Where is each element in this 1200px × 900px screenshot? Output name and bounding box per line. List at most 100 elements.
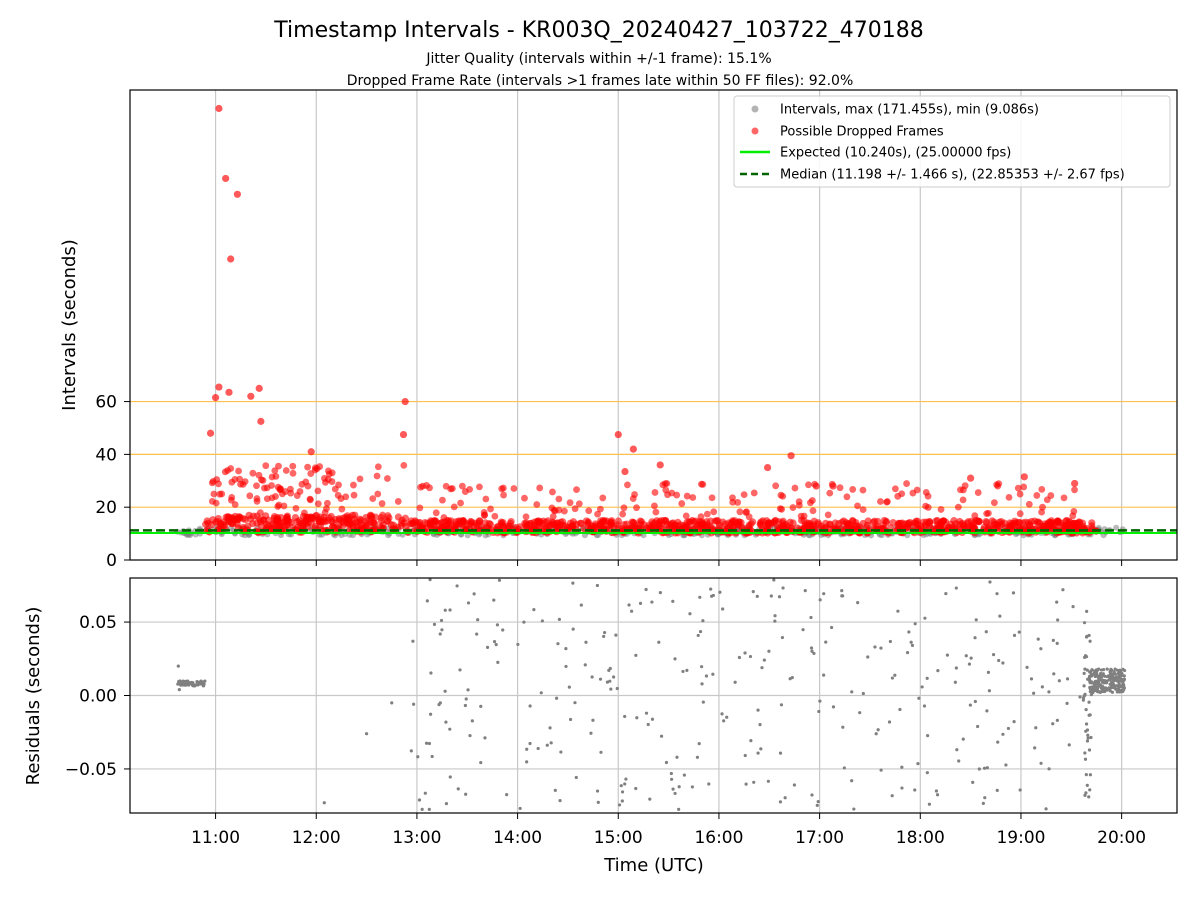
residual-point bbox=[677, 785, 681, 789]
dropped-frame-point bbox=[667, 522, 675, 531]
dropped-frame-point bbox=[571, 505, 579, 513]
intervals-plot-frame bbox=[129, 89, 1178, 561]
residual-point bbox=[700, 665, 704, 669]
residual-point bbox=[1017, 630, 1021, 634]
residual-point bbox=[841, 725, 845, 729]
residuals-x-ticks: 11:00 12:00 13:00 14:00 15:00 16:00 17:00 18:00… bbox=[191, 813, 1146, 848]
residual-point bbox=[783, 796, 787, 800]
residual-point bbox=[553, 788, 557, 792]
dropped-frame-point bbox=[990, 499, 998, 507]
dropped-frame-point bbox=[1038, 485, 1046, 493]
residual-point bbox=[755, 594, 759, 598]
dropped-frame-point bbox=[662, 517, 670, 526]
residual-point bbox=[1099, 673, 1104, 677]
dropped-frame-point bbox=[1016, 490, 1024, 498]
residual-point bbox=[479, 760, 483, 765]
residual-point bbox=[364, 732, 369, 736]
residual-point bbox=[189, 680, 193, 685]
residual-point bbox=[479, 704, 483, 708]
dropped-frame-point bbox=[1088, 519, 1096, 527]
residuals-y-tick-label: −0.05 bbox=[65, 760, 117, 780]
dropped-frame-outlier bbox=[247, 392, 255, 400]
residual-point bbox=[424, 741, 429, 745]
dropped-frame-outlier bbox=[257, 417, 265, 425]
residual-point bbox=[1055, 641, 1059, 646]
dropped-frame-point bbox=[287, 485, 294, 493]
residual-point bbox=[718, 590, 722, 594]
residual-point bbox=[485, 645, 490, 649]
x-tick-label: 16:00 bbox=[694, 828, 743, 848]
dropped-frame-outlier bbox=[222, 174, 230, 183]
residual-point bbox=[995, 592, 999, 596]
residual-point bbox=[1101, 689, 1105, 694]
residual-point bbox=[1082, 694, 1086, 698]
dropped-frame-point bbox=[735, 518, 743, 526]
residual-point bbox=[733, 680, 737, 684]
dropped-frame-point bbox=[282, 467, 290, 474]
residual-point bbox=[711, 672, 715, 676]
residual-point bbox=[866, 655, 870, 659]
residual-point bbox=[1040, 685, 1044, 689]
dropped-frame-point bbox=[734, 499, 742, 506]
dropped-frame-point bbox=[995, 522, 1004, 530]
dropped-frame-point bbox=[894, 492, 902, 500]
dropped-frame-point bbox=[699, 520, 707, 528]
dropped-frame-point bbox=[256, 518, 265, 526]
chart-title: Timestamp Intervals - KR003Q_20240427_10… bbox=[273, 18, 923, 43]
residual-point bbox=[595, 583, 600, 588]
residual-point bbox=[409, 749, 413, 753]
residual-point bbox=[673, 657, 677, 661]
dropped-frame-point bbox=[331, 485, 339, 493]
residual-point bbox=[1084, 635, 1089, 639]
dropped-frame-point bbox=[272, 493, 279, 500]
residual-point bbox=[650, 600, 654, 604]
x-tick-label: 14:00 bbox=[493, 828, 542, 848]
dropped-frame-point bbox=[482, 495, 490, 503]
dropped-frame-point bbox=[1033, 492, 1041, 499]
residual-point bbox=[824, 640, 828, 644]
dropped-frame-point bbox=[241, 478, 249, 485]
dropped-frame-point bbox=[480, 508, 488, 516]
residual-point bbox=[1118, 689, 1122, 693]
dropped-frame-point bbox=[854, 502, 861, 510]
dropped-frame-point bbox=[575, 500, 583, 508]
dropped-frame-point bbox=[373, 472, 381, 480]
residual-point bbox=[984, 630, 988, 634]
residual-point bbox=[988, 580, 992, 584]
residual-point bbox=[721, 607, 725, 611]
residual-point bbox=[427, 807, 431, 811]
legend-label-expected: Expected (10.240s), (25.00000 fps) bbox=[780, 146, 1011, 161]
residual-point bbox=[801, 628, 805, 632]
residual-point bbox=[756, 708, 760, 712]
dropped-frame-point bbox=[536, 484, 544, 492]
residual-point bbox=[635, 716, 639, 720]
residual-point bbox=[879, 768, 883, 772]
residual-point bbox=[925, 771, 929, 775]
residual-point bbox=[815, 803, 819, 807]
dropped-frame-outlier bbox=[621, 467, 629, 476]
residual-point bbox=[673, 791, 677, 796]
residual-point bbox=[564, 647, 568, 651]
dropped-frame-point bbox=[457, 499, 464, 507]
residual-point bbox=[630, 609, 634, 613]
residual-point bbox=[176, 664, 180, 668]
dropped-frame-point bbox=[384, 475, 391, 482]
residual-point bbox=[810, 649, 814, 653]
residual-point bbox=[976, 724, 980, 729]
residual-point bbox=[1085, 739, 1090, 743]
dropped-frame-point bbox=[229, 519, 237, 527]
residual-point bbox=[599, 750, 603, 754]
residual-point bbox=[437, 703, 441, 707]
residual-point bbox=[1084, 791, 1088, 795]
residual-point bbox=[528, 741, 532, 746]
dropped-frame-point bbox=[922, 502, 930, 510]
residual-point bbox=[476, 618, 480, 622]
residual-point bbox=[1083, 667, 1087, 671]
residual-point bbox=[710, 594, 714, 598]
legend-marker-dropped bbox=[751, 127, 759, 135]
residual-point bbox=[1121, 677, 1125, 682]
residual-point bbox=[416, 755, 420, 759]
dropped-frame-point bbox=[253, 482, 260, 490]
residual-point bbox=[682, 773, 686, 777]
residual-point bbox=[423, 791, 427, 795]
